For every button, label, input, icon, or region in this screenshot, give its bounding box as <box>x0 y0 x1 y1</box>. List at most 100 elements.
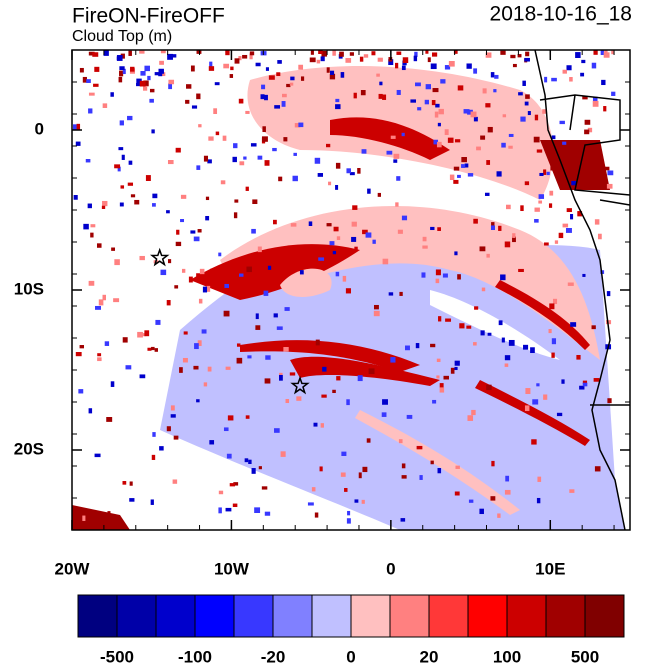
speckle <box>457 274 461 280</box>
speckle <box>264 378 271 384</box>
speckle <box>453 179 459 184</box>
speckle <box>603 106 607 112</box>
speckle <box>534 219 539 223</box>
speckle <box>120 53 125 59</box>
colorbar-box <box>584 594 625 638</box>
speckle <box>170 54 177 58</box>
speckle <box>430 460 434 465</box>
speckle <box>342 275 347 282</box>
speckle <box>318 50 323 55</box>
speckle <box>601 79 606 86</box>
speckle <box>400 518 406 522</box>
speckle <box>72 124 77 130</box>
speckle <box>318 257 325 261</box>
speckle <box>232 156 237 163</box>
speckle <box>206 285 211 292</box>
speckle <box>222 135 227 141</box>
speckle <box>205 215 210 221</box>
speckle <box>562 141 567 145</box>
colorbar-box <box>350 594 391 638</box>
speckle <box>351 221 357 227</box>
speckle <box>393 153 400 159</box>
speckle <box>239 161 245 166</box>
speckle <box>261 136 268 142</box>
speckle <box>151 454 156 460</box>
speckle <box>119 202 124 207</box>
speckle <box>76 123 81 130</box>
speckle <box>307 502 314 506</box>
speckle <box>359 56 364 62</box>
speckle <box>404 345 410 351</box>
speckle <box>496 171 502 177</box>
speckle <box>582 380 588 384</box>
speckle <box>151 346 155 351</box>
speckle <box>406 414 413 419</box>
speckle <box>223 63 230 69</box>
speckle <box>238 56 242 61</box>
speckle <box>518 268 524 273</box>
speckle <box>140 71 146 76</box>
speckle <box>121 154 125 160</box>
speckle <box>504 489 511 495</box>
speckle <box>340 72 345 78</box>
speckle <box>328 181 332 186</box>
speckle <box>136 82 140 87</box>
speckle <box>373 310 380 317</box>
speckle <box>402 57 409 63</box>
speckle <box>510 54 516 59</box>
speckle <box>349 52 354 56</box>
speckle <box>332 389 336 394</box>
speckle <box>490 496 496 501</box>
speckle <box>329 73 336 80</box>
speckle <box>347 510 351 516</box>
speckle <box>250 143 257 147</box>
speckle <box>435 103 440 108</box>
speckle <box>508 133 514 137</box>
speckle <box>255 325 261 330</box>
speckle <box>309 57 316 63</box>
speckle <box>88 108 93 114</box>
speckle <box>368 368 375 375</box>
speckle <box>116 55 123 61</box>
speckle <box>158 68 164 74</box>
speckle <box>127 115 133 121</box>
speckle <box>161 72 166 77</box>
colorbar-box <box>506 594 547 638</box>
speckle <box>332 250 337 255</box>
speckle <box>386 359 393 366</box>
speckle <box>473 116 478 122</box>
speckle <box>254 507 261 513</box>
speckle <box>611 91 616 96</box>
colorbar-label: 20 <box>420 647 439 666</box>
speckle <box>454 139 461 143</box>
speckle <box>294 123 301 128</box>
speckle <box>218 252 222 257</box>
speckle <box>566 65 572 71</box>
speckle <box>504 355 511 361</box>
speckle <box>401 475 407 479</box>
speckle <box>524 101 529 106</box>
speckle <box>437 227 441 231</box>
speckle <box>117 166 121 172</box>
speckle <box>78 389 84 394</box>
speckle <box>363 54 369 58</box>
speckle <box>247 355 252 359</box>
speckle <box>556 412 563 417</box>
speckle <box>537 476 542 482</box>
speckle <box>487 126 493 133</box>
speckle <box>290 76 295 81</box>
speckle <box>454 366 458 371</box>
speckle <box>154 72 159 76</box>
x-tick-label: 10W <box>214 559 250 578</box>
speckle <box>437 122 441 127</box>
speckle <box>453 50 458 54</box>
colorbar-box <box>389 594 430 638</box>
speckle <box>443 375 449 380</box>
speckle <box>101 205 106 209</box>
subtitle: Cloud Top (m) <box>72 28 172 45</box>
speckle <box>333 226 339 232</box>
speckle <box>373 304 379 310</box>
speckle <box>591 325 596 330</box>
speckle <box>415 82 421 87</box>
speckle <box>479 508 484 515</box>
